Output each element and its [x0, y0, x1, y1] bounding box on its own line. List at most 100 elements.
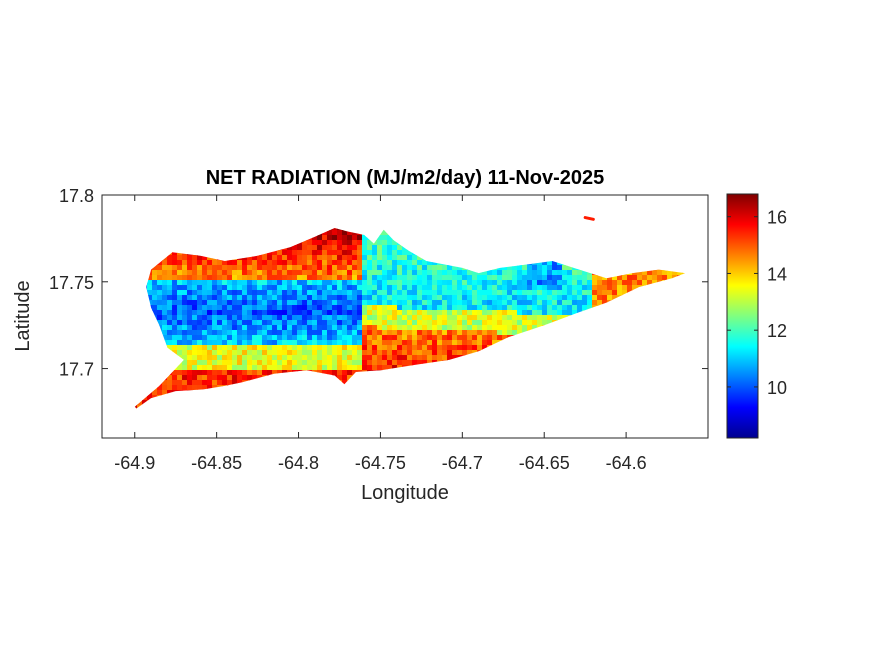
- heatmap-cell: [367, 265, 373, 271]
- heatmap-cell: [562, 305, 568, 311]
- heatmap-cell: [222, 380, 228, 386]
- heatmap-cell: [507, 310, 513, 316]
- heatmap-cell: [392, 300, 398, 306]
- heatmap-cell: [287, 320, 293, 326]
- heatmap-cell: [437, 340, 443, 346]
- heatmap-cell: [407, 265, 413, 271]
- heatmap-cell: [347, 345, 353, 351]
- heatmap-cell: [322, 245, 328, 251]
- heatmap-cell: [447, 330, 453, 336]
- heatmap-cell: [162, 305, 168, 311]
- heatmap-cell: [222, 270, 228, 276]
- heatmap-cell: [312, 315, 318, 321]
- map-plot-area[interactable]: [101, 194, 713, 441]
- heatmap-cell: [532, 325, 538, 331]
- heatmap-cell: [432, 260, 438, 266]
- heatmap-cell: [162, 295, 168, 301]
- heatmap-cell: [162, 325, 168, 331]
- heatmap-cell: [567, 270, 573, 276]
- heatmap-cell: [472, 340, 478, 346]
- heatmap-cell: [392, 240, 398, 246]
- heatmap-cell: [507, 280, 513, 286]
- heatmap-cell: [472, 345, 478, 351]
- heatmap-cell: [217, 360, 223, 366]
- heatmap-cell: [317, 235, 323, 241]
- heatmap-cell: [247, 260, 253, 266]
- heatmap-cell: [382, 325, 388, 331]
- heatmap-cell: [362, 320, 368, 326]
- heatmap-cell: [462, 270, 468, 276]
- heatmap-cell: [392, 340, 398, 346]
- heatmap-cell: [447, 275, 453, 281]
- heatmap-cell: [177, 255, 183, 261]
- heatmap-cell: [312, 350, 318, 356]
- heatmap-cell: [232, 370, 238, 376]
- heatmap-cell: [347, 270, 353, 276]
- heatmap-cell: [337, 350, 343, 356]
- heatmap-cell: [322, 305, 328, 311]
- heatmap-cell: [282, 320, 288, 326]
- heatmap-cell: [167, 255, 173, 261]
- heatmap-cell: [327, 270, 333, 276]
- heatmap-cell: [337, 370, 343, 376]
- heatmap-cell: [172, 275, 178, 281]
- heatmap-cell: [217, 290, 223, 296]
- heatmap-cell: [352, 320, 358, 326]
- heatmap-cell: [487, 280, 493, 286]
- heatmap-cell: [212, 330, 218, 336]
- heatmap-cell: [437, 355, 443, 361]
- heatmap-cell: [542, 295, 548, 301]
- heatmap-cell: [582, 290, 588, 296]
- heatmap-cell: [472, 315, 478, 321]
- heatmap-cell: [537, 295, 543, 301]
- heatmap-cell: [437, 345, 443, 351]
- heatmap-cell: [302, 345, 308, 351]
- heatmap-cell: [372, 310, 378, 316]
- heatmap-cell: [282, 300, 288, 306]
- heatmap-cell: [307, 250, 313, 256]
- heatmap-cell: [152, 300, 158, 306]
- heatmap-cell: [227, 345, 233, 351]
- heatmap-cell: [342, 290, 348, 296]
- heatmap-cell: [297, 265, 303, 271]
- heatmap-cell: [347, 365, 353, 371]
- heatmap-cell: [462, 275, 468, 281]
- heatmap-cell: [507, 325, 513, 331]
- heatmap-cell: [327, 310, 333, 316]
- heatmap-cell: [477, 290, 483, 296]
- heatmap-cell: [562, 270, 568, 276]
- heatmap-cell: [287, 250, 293, 256]
- heatmap-cell: [567, 305, 573, 311]
- heatmap-cell: [462, 335, 468, 341]
- heatmap-cell: [167, 330, 173, 336]
- heatmap-cell: [372, 300, 378, 306]
- heatmap-cell: [227, 365, 233, 371]
- heatmap-cell: [467, 350, 473, 356]
- heatmap-cell: [287, 290, 293, 296]
- heatmap-cell: [357, 330, 363, 336]
- heatmap-cell: [377, 355, 383, 361]
- heatmap-cell: [512, 325, 518, 331]
- heatmap-cell: [507, 315, 513, 321]
- heatmap-cell: [277, 310, 283, 316]
- heatmap-cell: [232, 320, 238, 326]
- heatmap-cell: [322, 280, 328, 286]
- heatmap-cell: [487, 300, 493, 306]
- heatmap-cell: [602, 295, 608, 301]
- heatmap-cell: [382, 240, 388, 246]
- heatmap-cell: [312, 250, 318, 256]
- heatmap-cell: [277, 335, 283, 341]
- heatmap-cell: [202, 295, 208, 301]
- heatmap-cell: [322, 240, 328, 246]
- heatmap-cell: [452, 275, 458, 281]
- heatmap-cell: [377, 305, 383, 311]
- heatmap-cell: [247, 330, 253, 336]
- heatmap-cell: [452, 300, 458, 306]
- heatmap-cell: [187, 330, 193, 336]
- heatmap-cell: [337, 320, 343, 326]
- heatmap-cell: [392, 345, 398, 351]
- heatmap-cell: [382, 230, 388, 236]
- heatmap-cell: [177, 300, 183, 306]
- heatmap-cell: [202, 325, 208, 331]
- heatmap-cell: [332, 250, 338, 256]
